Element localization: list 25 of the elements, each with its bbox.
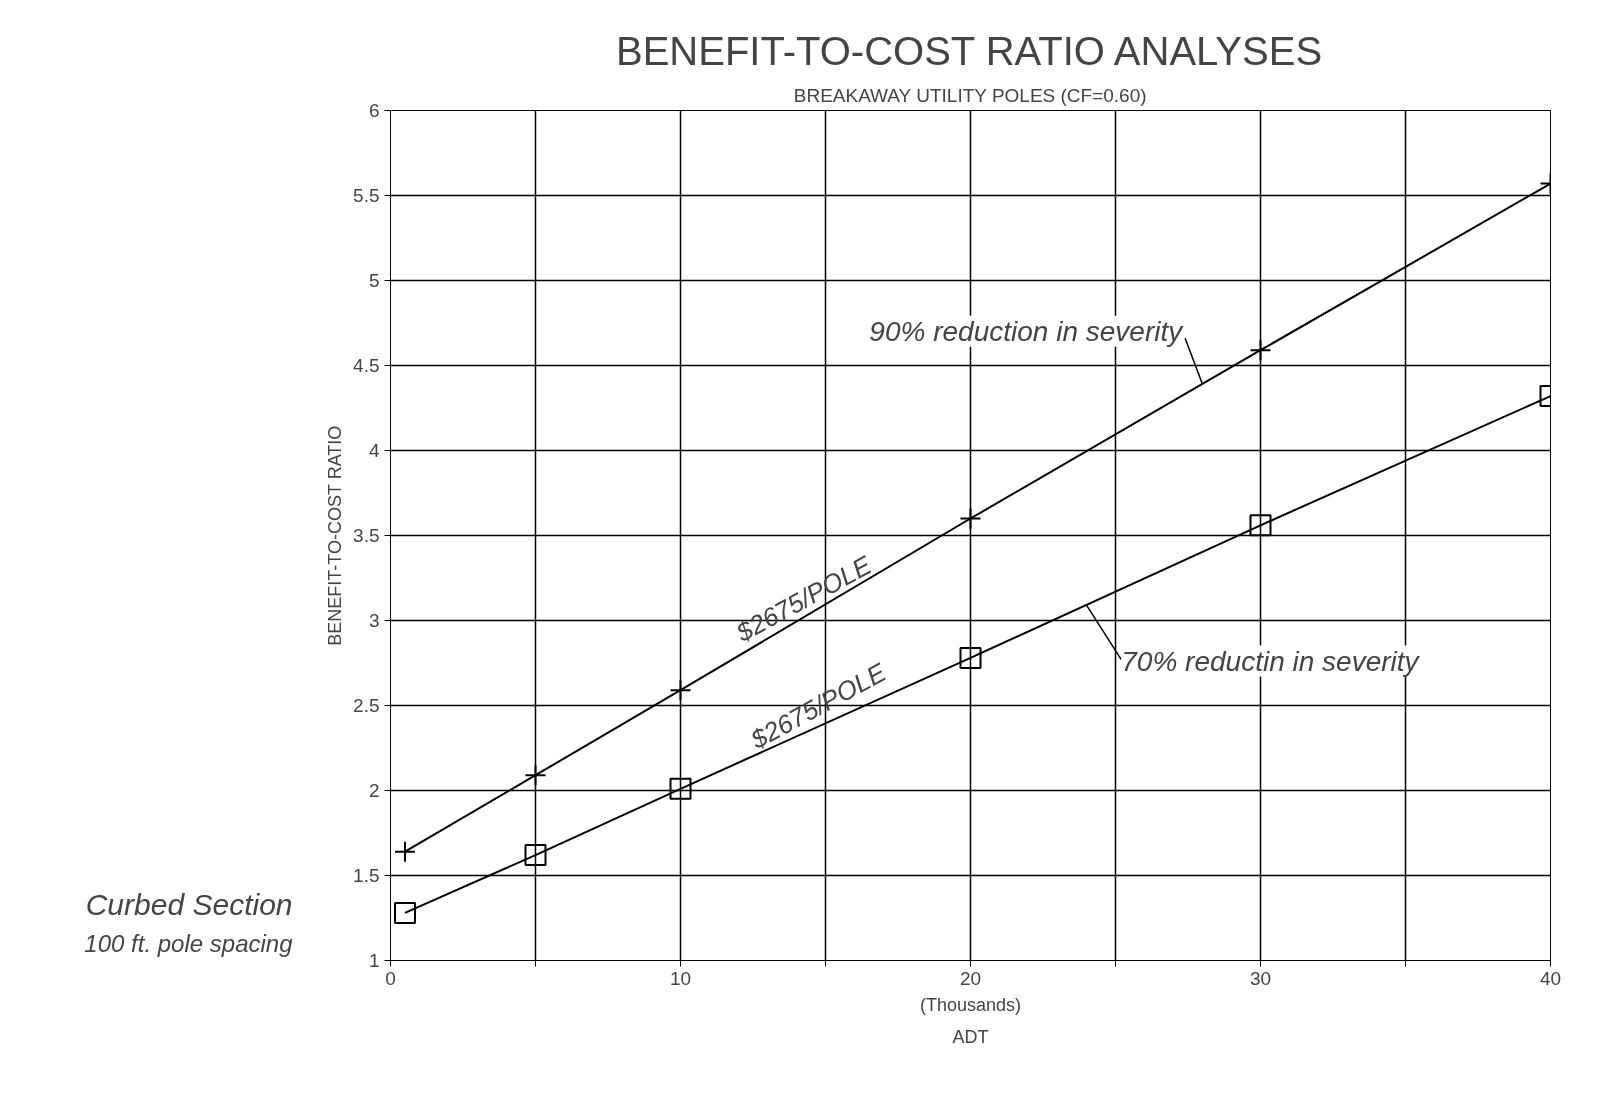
annotation: 90% reduction in severity (869, 315, 1185, 347)
y-axis-title: BENEFIT-TO-COST RATIO (325, 425, 346, 646)
annotation: 70% reductin in severity (1121, 645, 1421, 677)
y-tick-label: 3.5 (353, 525, 380, 546)
x-tick-label: 20 (959, 967, 982, 989)
y-tick-label: 2 (368, 780, 380, 801)
x-tick-label: 10 (669, 967, 692, 989)
y-tick-label: 4 (368, 440, 380, 461)
y-tick-label: 5.5 (353, 185, 380, 206)
y-tick-label: 4.5 (353, 355, 380, 376)
chart-subtitle: BREAKAWAY UTILITY POLES (CF=0.60) (793, 84, 1147, 106)
x-axis-title: ADT (952, 1026, 989, 1047)
x-tick-label: 30 (1249, 967, 1272, 989)
y-tick-label: 1 (368, 950, 380, 971)
y-tick-label: 6 (368, 100, 380, 121)
y-tick-label: 1.5 (353, 865, 380, 886)
y-tick-label: 3 (368, 610, 380, 631)
text: 100 ft. pole spacing (84, 929, 294, 957)
chart-title: BENEFIT-TO-COST RATIO ANALYSES (616, 28, 1323, 73)
x-tick-label: 40 (1539, 967, 1562, 989)
text: (Thousands) (919, 994, 1022, 1015)
text: Curbed Section (85, 887, 293, 921)
y-tick-label: 5 (368, 270, 380, 291)
y-tick-label: 2.5 (353, 695, 380, 716)
x-tick-label: 0 (385, 967, 396, 989)
